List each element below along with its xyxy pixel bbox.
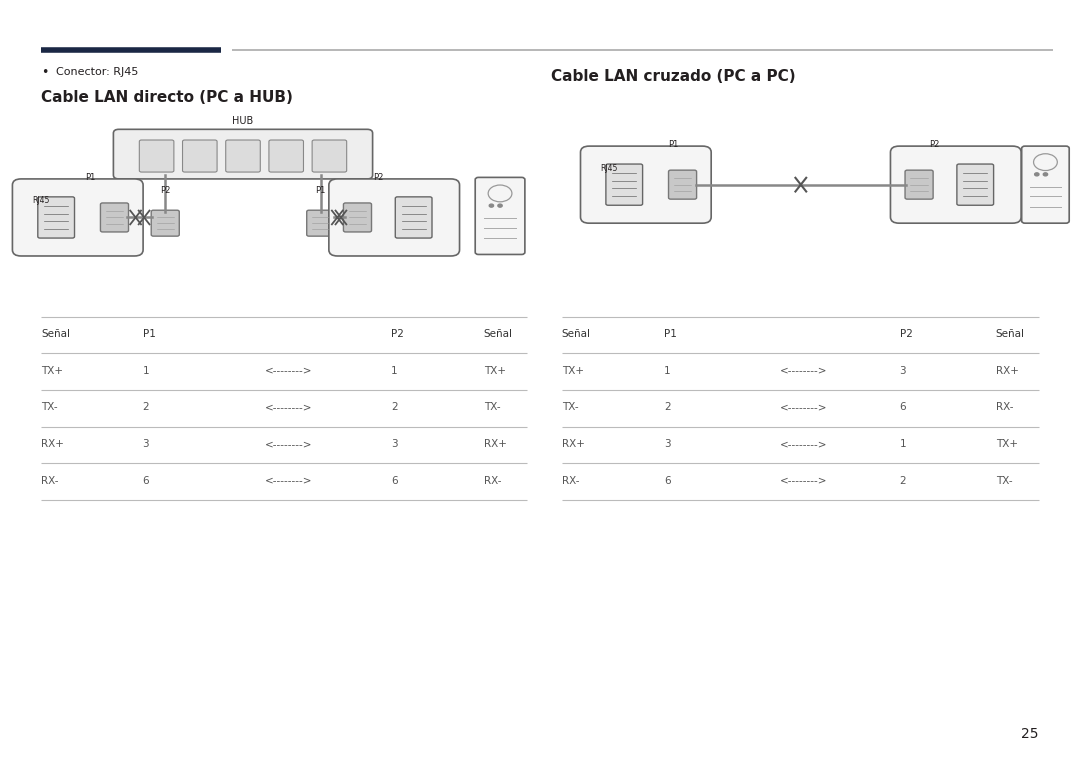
Text: <-------->: <--------> — [265, 365, 312, 376]
FancyBboxPatch shape — [1022, 146, 1069, 224]
Text: Cable LAN cruzado (PC a PC): Cable LAN cruzado (PC a PC) — [551, 69, 796, 84]
Text: RX-: RX- — [562, 475, 579, 486]
Text: P2: P2 — [391, 329, 404, 340]
Text: P1: P1 — [667, 140, 678, 149]
Text: 2: 2 — [143, 402, 149, 413]
Text: 6: 6 — [664, 475, 671, 486]
Text: P2: P2 — [929, 140, 940, 149]
Text: TX+: TX+ — [484, 365, 505, 376]
Text: P1: P1 — [85, 172, 96, 182]
Text: TX-: TX- — [562, 402, 578, 413]
FancyBboxPatch shape — [475, 178, 525, 255]
Text: •: • — [41, 66, 49, 79]
FancyBboxPatch shape — [606, 164, 643, 205]
FancyBboxPatch shape — [226, 140, 260, 172]
Text: TX+: TX+ — [562, 365, 583, 376]
Text: <-------->: <--------> — [265, 402, 312, 413]
FancyBboxPatch shape — [581, 146, 711, 224]
FancyBboxPatch shape — [151, 210, 179, 237]
Text: <-------->: <--------> — [780, 439, 827, 449]
Text: P1: P1 — [315, 186, 326, 195]
FancyBboxPatch shape — [183, 140, 217, 172]
Text: P1: P1 — [143, 329, 156, 340]
Text: RX-: RX- — [996, 402, 1013, 413]
Text: Conector: RJ45: Conector: RJ45 — [56, 67, 138, 78]
Text: TX-: TX- — [996, 475, 1012, 486]
Circle shape — [1043, 173, 1048, 176]
Text: 6: 6 — [391, 475, 397, 486]
Text: 1: 1 — [664, 365, 671, 376]
FancyBboxPatch shape — [312, 140, 347, 172]
Text: TX-: TX- — [41, 402, 57, 413]
Circle shape — [1035, 173, 1039, 176]
Text: RJ45: RJ45 — [600, 164, 618, 172]
FancyBboxPatch shape — [329, 179, 460, 256]
Circle shape — [489, 204, 494, 208]
Text: 6: 6 — [900, 402, 906, 413]
Text: P2: P2 — [160, 186, 171, 195]
Text: 3: 3 — [143, 439, 149, 449]
Circle shape — [498, 204, 502, 208]
Text: 3: 3 — [900, 365, 906, 376]
Text: RJ45: RJ45 — [32, 197, 50, 205]
FancyBboxPatch shape — [957, 164, 994, 205]
Text: RX+: RX+ — [562, 439, 584, 449]
Text: 25: 25 — [1022, 727, 1039, 741]
FancyBboxPatch shape — [113, 130, 373, 179]
Text: Señal: Señal — [41, 329, 70, 340]
Text: Cable LAN directo (PC a HUB): Cable LAN directo (PC a HUB) — [41, 90, 293, 105]
Text: <-------->: <--------> — [265, 475, 312, 486]
FancyBboxPatch shape — [890, 146, 1022, 224]
Text: RX+: RX+ — [484, 439, 507, 449]
Text: RX+: RX+ — [41, 439, 64, 449]
FancyBboxPatch shape — [307, 210, 335, 237]
Text: 2: 2 — [664, 402, 671, 413]
FancyBboxPatch shape — [343, 203, 372, 232]
Text: <-------->: <--------> — [780, 475, 827, 486]
Text: P2: P2 — [373, 172, 383, 182]
Text: 3: 3 — [391, 439, 397, 449]
FancyBboxPatch shape — [100, 203, 129, 232]
FancyBboxPatch shape — [669, 170, 697, 199]
Text: 1: 1 — [143, 365, 149, 376]
Text: TX-: TX- — [484, 402, 500, 413]
Text: <-------->: <--------> — [265, 439, 312, 449]
FancyBboxPatch shape — [12, 179, 143, 256]
Text: RX-: RX- — [41, 475, 58, 486]
Text: 1: 1 — [900, 439, 906, 449]
Text: 2: 2 — [900, 475, 906, 486]
FancyBboxPatch shape — [269, 140, 303, 172]
FancyBboxPatch shape — [38, 197, 75, 238]
Text: 1: 1 — [391, 365, 397, 376]
Text: HUB: HUB — [232, 115, 254, 126]
FancyBboxPatch shape — [395, 197, 432, 238]
Text: 6: 6 — [143, 475, 149, 486]
Text: P2: P2 — [900, 329, 913, 340]
Text: RX+: RX+ — [996, 365, 1018, 376]
Text: <-------->: <--------> — [780, 402, 827, 413]
FancyBboxPatch shape — [139, 140, 174, 172]
Text: Señal: Señal — [484, 329, 513, 340]
FancyBboxPatch shape — [905, 170, 933, 199]
Text: TX+: TX+ — [996, 439, 1017, 449]
Text: Señal: Señal — [562, 329, 591, 340]
Text: 3: 3 — [664, 439, 671, 449]
Text: Señal: Señal — [996, 329, 1025, 340]
Text: TX+: TX+ — [41, 365, 63, 376]
Text: <-------->: <--------> — [780, 365, 827, 376]
Text: P1: P1 — [664, 329, 677, 340]
Text: 2: 2 — [391, 402, 397, 413]
Text: RX-: RX- — [484, 475, 501, 486]
